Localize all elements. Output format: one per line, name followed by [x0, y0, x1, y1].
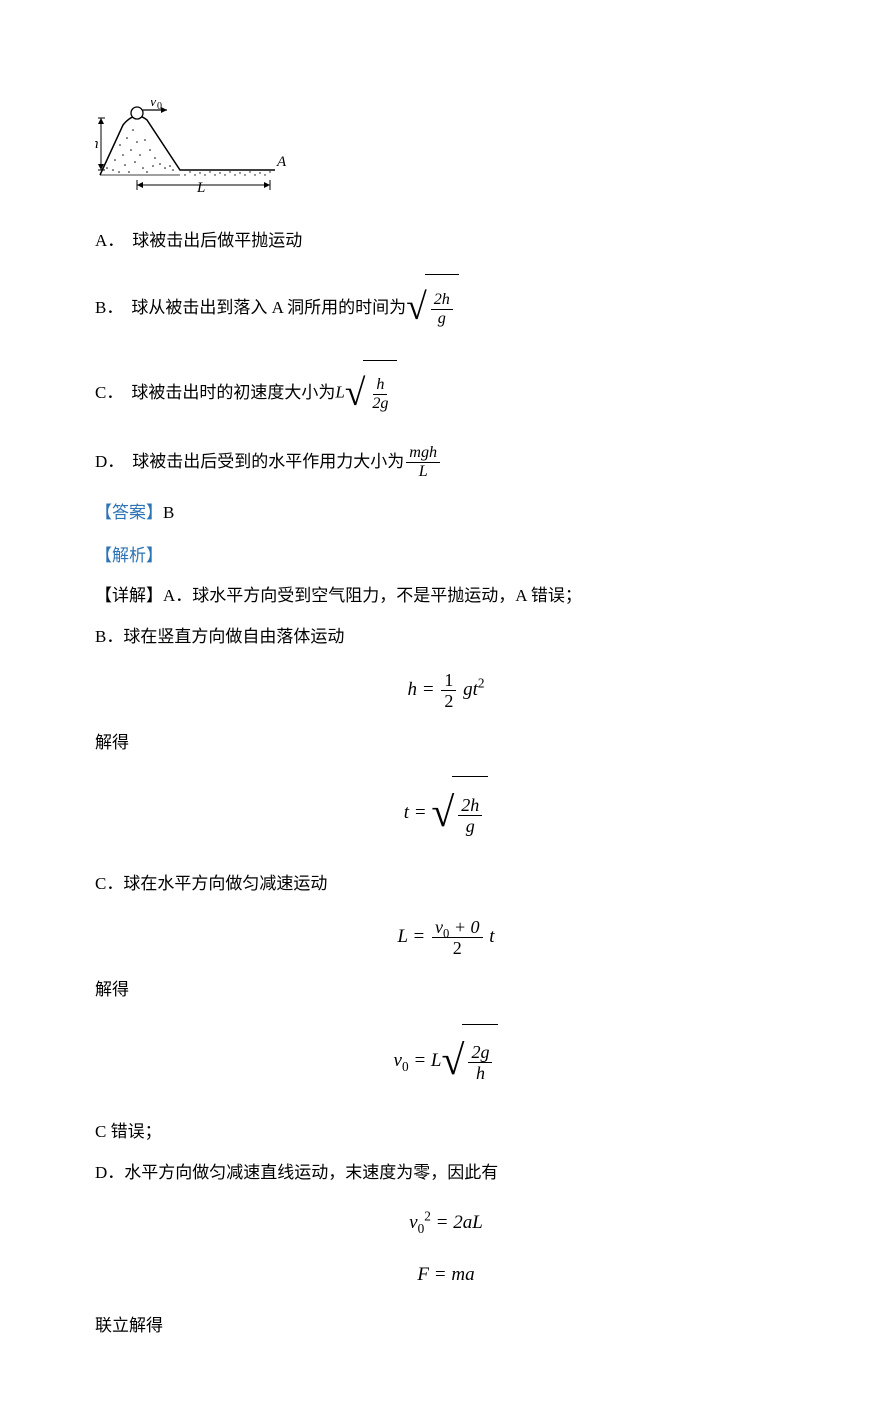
figure-v0-sub: 0	[157, 101, 162, 112]
option-c-text: 球被击出时的初速度大小为 L√h2g	[131, 360, 397, 427]
option-a: A． 球被击出后做平抛运动	[95, 226, 797, 257]
option-c-prefix: 球被击出时的初速度大小为	[131, 378, 335, 409]
detail-c-wrong: C 错误；	[95, 1117, 797, 1148]
option-b-prefix: 球从被击出到落入 A 洞所用的时间为	[131, 293, 406, 324]
option-b-text: 球从被击出到落入 A 洞所用的时间为 √2hg	[131, 274, 459, 341]
option-d-formula: mghL	[404, 445, 442, 480]
answer-label: 【答案】	[95, 503, 163, 522]
option-c-label: C．	[95, 378, 123, 409]
option-d-text: 球被击出后受到的水平作用力大小为 mghL	[132, 445, 442, 480]
equation-5: v02 = 2aL	[95, 1206, 797, 1240]
option-b: B． 球从被击出到落入 A 洞所用的时间为 √2hg	[95, 274, 797, 341]
figure-v0-label: v	[150, 100, 157, 110]
equation-2: t = √2hg	[95, 776, 797, 851]
analysis-section-label: 【解析】	[95, 541, 797, 572]
detail-d-intro: D．水平方向做匀减速直线运动，末速度为零，因此有	[95, 1158, 797, 1189]
problem-figure: v 0 h L A	[95, 100, 797, 206]
figure-h-label: h	[95, 136, 99, 152]
option-a-label: A．	[95, 226, 124, 257]
figure-A-label: A	[276, 154, 287, 170]
equation-3: L = v0 + 02 t	[95, 918, 797, 957]
option-c-formula: L√h2g	[335, 360, 397, 427]
combine-text: 联立解得	[95, 1311, 797, 1342]
option-a-text: 球被击出后做平抛运动	[132, 226, 302, 257]
option-d-prefix: 球被击出后受到的水平作用力大小为	[132, 447, 404, 478]
option-b-label: B．	[95, 293, 123, 324]
equation-1: h = 12 gt2	[95, 671, 797, 710]
option-d: D． 球被击出后受到的水平作用力大小为 mghL	[95, 445, 797, 480]
option-c: C． 球被击出时的初速度大小为 L√h2g	[95, 360, 797, 427]
figure-L-label: L	[196, 180, 205, 195]
solve-1: 解得	[95, 728, 797, 759]
detail-b-intro: B．球在竖直方向做自由落体运动	[95, 622, 797, 653]
detail-c-intro: C．球在水平方向做匀减速运动	[95, 869, 797, 900]
solve-2: 解得	[95, 975, 797, 1006]
detail-a-text: A．球水平方向受到空气阻力，不是平抛运动，A 错误；	[163, 586, 582, 605]
option-d-label: D．	[95, 447, 124, 478]
equation-4: v0 = L√2gh	[95, 1024, 797, 1099]
answer-line: 【答案】B	[95, 498, 797, 529]
equation-6: F = ma	[95, 1258, 797, 1292]
option-b-formula: √2hg	[406, 274, 459, 341]
answer-value: B	[163, 503, 174, 522]
detail-label: 【详解】	[95, 586, 163, 605]
detail-a: 【详解】A．球水平方向受到空气阻力，不是平抛运动，A 错误；	[95, 581, 797, 612]
